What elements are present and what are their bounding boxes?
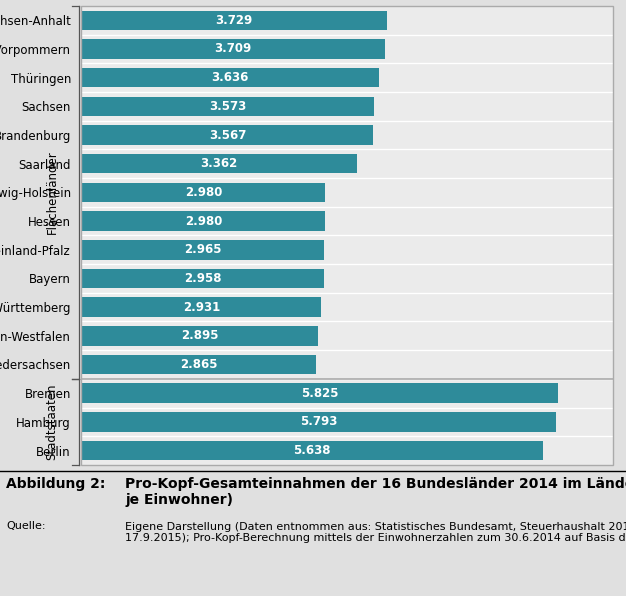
Bar [81, 412, 556, 432]
Text: 3.573: 3.573 [209, 100, 246, 113]
Text: Stadtstaaten: Stadtstaaten [46, 384, 59, 460]
Bar [81, 240, 324, 259]
Text: Abbildung 2:: Abbildung 2: [6, 477, 106, 491]
Text: 2.980: 2.980 [185, 215, 222, 228]
Text: Eigene Darstellung (Daten entnommen aus: Statistisches Bundesamt, Steuerhaushalt: Eigene Darstellung (Daten entnommen aus:… [125, 522, 626, 543]
Text: 2.895: 2.895 [181, 330, 218, 342]
Bar [81, 326, 319, 346]
Text: 3.636: 3.636 [212, 71, 249, 84]
Text: 2.980: 2.980 [185, 186, 222, 199]
Bar [81, 6, 613, 465]
Text: 5.793: 5.793 [300, 415, 337, 429]
Bar [81, 441, 543, 460]
Text: Pro-Kopf-Gesamteinnahmen der 16 Bundesländer 2014 im Ländervergleich (in Euro
je: Pro-Kopf-Gesamteinnahmen der 16 Bundeslä… [125, 477, 626, 507]
Text: 2.965: 2.965 [184, 243, 222, 256]
Text: Flächenländer: Flächenländer [46, 151, 59, 234]
Text: 2.865: 2.865 [180, 358, 217, 371]
Text: 3.709: 3.709 [215, 42, 252, 55]
Bar [81, 383, 558, 403]
Bar [81, 39, 385, 59]
Bar [81, 269, 324, 288]
Text: Quelle:: Quelle: [6, 522, 46, 532]
Bar [81, 68, 379, 88]
Bar [81, 355, 316, 374]
Text: 2.958: 2.958 [183, 272, 221, 285]
Text: 5.638: 5.638 [294, 444, 331, 457]
Bar [81, 182, 326, 202]
Text: 2.931: 2.931 [183, 300, 220, 313]
Text: 3.362: 3.362 [200, 157, 238, 170]
Bar [81, 11, 387, 30]
Bar [81, 212, 326, 231]
Bar [81, 154, 357, 173]
Text: 3.729: 3.729 [215, 14, 253, 27]
Bar [81, 125, 373, 145]
Bar [81, 97, 374, 116]
Text: 5.825: 5.825 [301, 387, 339, 400]
Bar [81, 297, 321, 317]
Text: 3.567: 3.567 [208, 129, 246, 141]
